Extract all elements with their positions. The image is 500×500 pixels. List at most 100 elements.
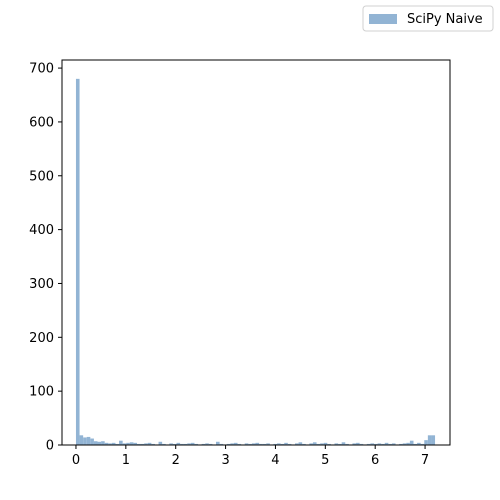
histogram-bar	[251, 443, 256, 445]
histogram-bar	[320, 443, 324, 445]
histogram-bar	[90, 438, 94, 445]
histogram-bar	[140, 443, 145, 445]
histogram-bar	[129, 442, 134, 445]
histogram-bar	[93, 441, 98, 445]
legend-swatch	[369, 14, 397, 24]
y-tick-label: 600	[29, 115, 54, 130]
histogram-bar	[356, 442, 360, 445]
histogram-bar	[370, 443, 374, 445]
histogram-bar	[294, 443, 299, 445]
histogram-bar	[172, 443, 177, 445]
histogram-bar	[402, 443, 407, 445]
y-tick-label: 300	[29, 277, 54, 292]
histogram-bar	[391, 443, 396, 445]
y-tick-label: 100	[29, 385, 54, 400]
histogram-bar	[388, 443, 392, 445]
histogram-bar	[79, 435, 84, 445]
histogram-bar	[327, 443, 331, 445]
histogram-bar	[399, 443, 403, 445]
histogram-bar	[137, 443, 141, 445]
y-tick-label: 700	[29, 62, 54, 77]
legend: SciPy Naive	[362, 5, 494, 32]
x-tick-label: 4	[271, 453, 279, 468]
histogram-bar	[244, 443, 249, 445]
x-tick-label: 3	[221, 453, 229, 468]
histogram-bar	[284, 442, 288, 445]
x-tick-label: 6	[371, 453, 379, 468]
histogram-bar	[280, 443, 285, 445]
x-tick-label: 5	[321, 453, 329, 468]
histogram-bar	[338, 443, 342, 445]
histogram-bar	[345, 443, 349, 445]
histogram-bar	[111, 442, 116, 445]
histogram-bar	[169, 443, 173, 445]
histogram-bar	[312, 442, 317, 445]
x-tick-label: 2	[172, 453, 180, 468]
histogram-bar	[352, 443, 357, 445]
x-tick-label: 0	[72, 453, 80, 468]
histogram-bar	[273, 443, 278, 445]
histogram-bar	[183, 443, 188, 445]
histogram-bar	[115, 443, 120, 445]
histogram-bar	[413, 443, 418, 445]
histogram-bar	[119, 440, 123, 445]
histogram-bar	[255, 442, 260, 445]
histogram-bar	[316, 443, 321, 445]
histogram-bar	[230, 443, 234, 445]
histogram-bar	[194, 443, 199, 445]
histogram-bar	[298, 442, 303, 445]
histogram-bar	[201, 443, 206, 445]
histogram-bar	[424, 440, 428, 445]
histogram-bar	[259, 443, 263, 445]
histogram-bar	[216, 441, 220, 445]
histogram-bar	[384, 442, 389, 445]
histogram-bar	[104, 442, 109, 445]
histogram-bar	[233, 442, 238, 445]
histogram-bar	[373, 443, 378, 445]
histogram-bar	[190, 442, 195, 445]
histogram-bar	[406, 442, 410, 445]
histogram-bar	[427, 435, 432, 445]
histogram-bar	[248, 443, 252, 445]
histogram-bar	[208, 443, 213, 445]
histogram-bar	[147, 442, 152, 445]
y-tick-label: 400	[29, 223, 54, 238]
histogram-bar	[302, 443, 306, 445]
histogram-bar	[205, 443, 209, 445]
legend-box	[362, 5, 494, 32]
histogram-bar	[409, 440, 414, 445]
histogram-bar	[180, 443, 184, 445]
histogram-bar	[381, 443, 385, 445]
histogram-bar	[158, 441, 163, 445]
histogram-bar	[266, 443, 270, 445]
histogram-bar	[262, 443, 267, 445]
histogram-bar	[334, 443, 339, 445]
axes: 0 1 2 3 4 5 6 7 0 100 200 300 400 500 600 700	[29, 59, 451, 468]
y-tick-label: 500	[29, 169, 54, 184]
histogram-bar	[341, 442, 346, 445]
x-tick-label: 7	[421, 453, 429, 468]
histogram-bar	[75, 78, 80, 445]
histogram-bar	[287, 443, 292, 445]
histogram-bars	[75, 78, 436, 445]
histogram-bar	[101, 441, 105, 445]
histogram-bar	[359, 443, 364, 445]
histogram-bar	[133, 442, 138, 445]
histogram-bar	[86, 436, 91, 445]
histogram-bar	[309, 443, 313, 445]
histogram-bar	[417, 442, 421, 445]
histogram-bar	[97, 441, 102, 445]
histogram-bar	[122, 443, 127, 445]
y-tick-label: 200	[29, 331, 54, 346]
histogram-bar	[162, 443, 166, 445]
histogram-bar	[83, 437, 87, 445]
histogram-bar	[219, 443, 224, 445]
histogram-bar	[126, 442, 130, 445]
histogram-bar	[237, 443, 242, 445]
histogram-bar	[431, 435, 436, 445]
histogram-bar	[323, 442, 328, 445]
histogram-bar	[187, 443, 191, 445]
histogram-bar	[366, 443, 371, 445]
histogram-bar	[277, 443, 281, 445]
